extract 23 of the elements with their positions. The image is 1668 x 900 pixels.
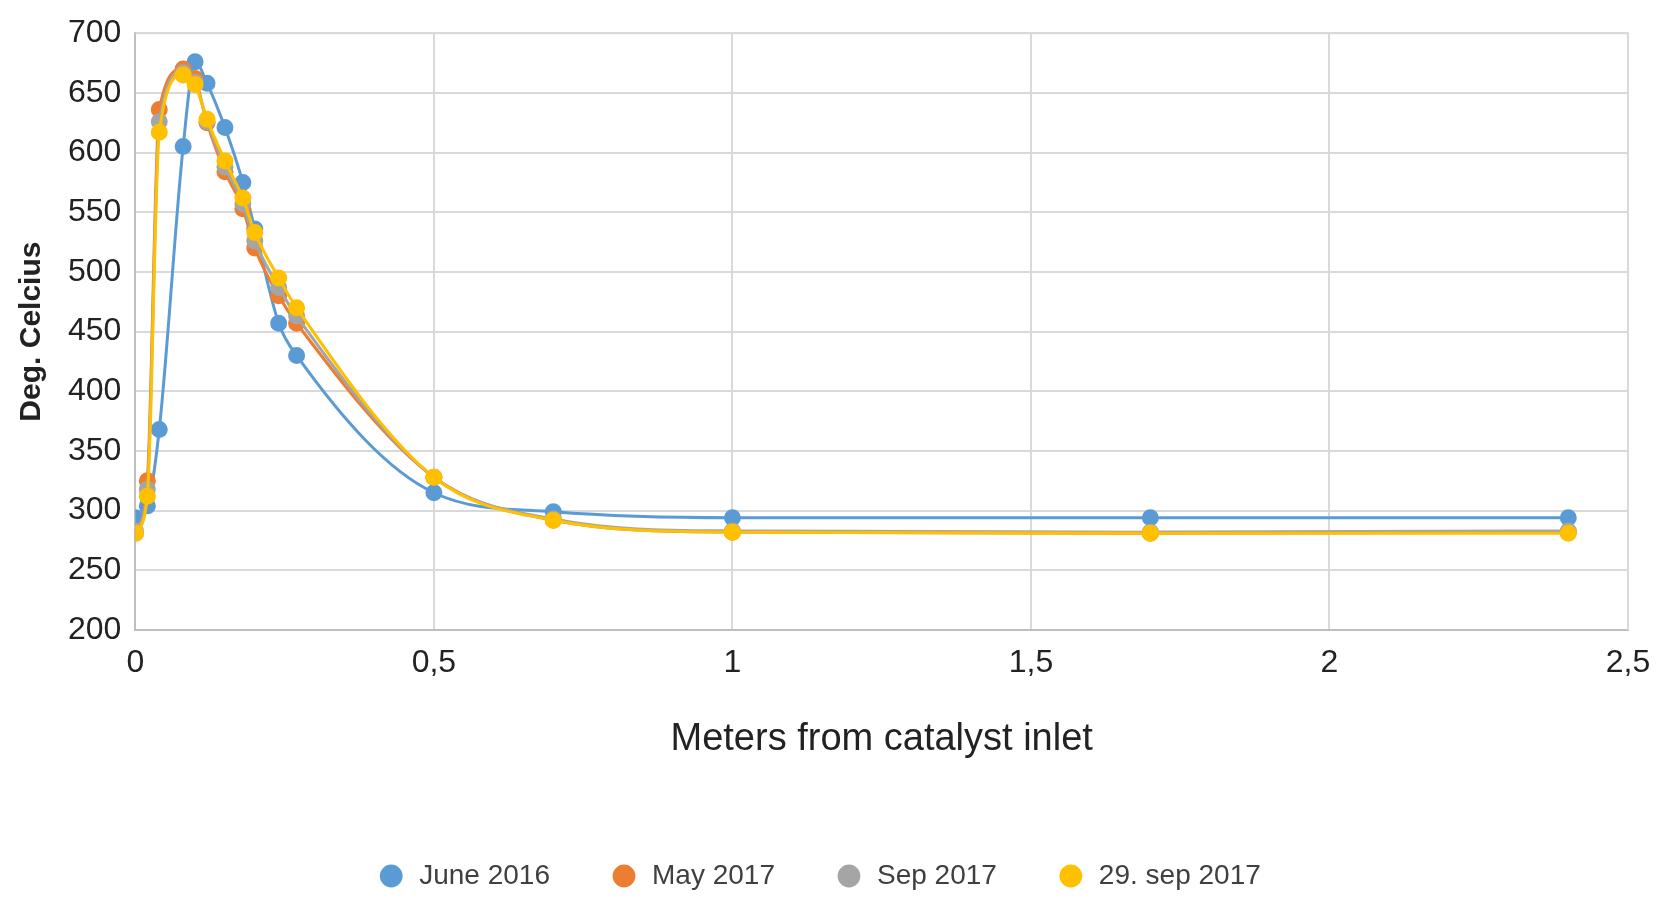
x-tick-label: 2,5 [1605,643,1651,680]
y-tick-label: 400 [68,371,122,408]
y-tick-label: 450 [68,311,122,348]
y-tick-label: 350 [68,430,122,467]
legend-label: Sep 2017 [876,858,997,890]
y-axis-title: Deg. Celcius [13,241,47,422]
x-tick-label: 2 [1320,643,1339,680]
y-tick-label: 550 [68,192,122,229]
y-tick-label: 600 [68,132,122,169]
y-tick-label: 650 [68,72,122,109]
legend-label: May 2017 [652,858,775,890]
y-tick-label: 200 [68,609,122,646]
y-tick-label: 300 [68,490,122,527]
x-tick-label: 0 [126,643,145,680]
x-axis-title: Meters from catalyst inlet [670,715,1094,758]
y-tick-label: 500 [68,251,122,288]
legend-label: June 2016 [419,858,551,890]
y-tick-label: 700 [68,13,122,50]
x-tick-label: 1,5 [1008,643,1054,680]
x-tick-label: 1 [723,643,742,680]
y-tick-label: 250 [68,550,122,587]
legend-label: 29. sep 2017 [1098,858,1261,890]
x-tick-label: 0,5 [411,643,457,680]
